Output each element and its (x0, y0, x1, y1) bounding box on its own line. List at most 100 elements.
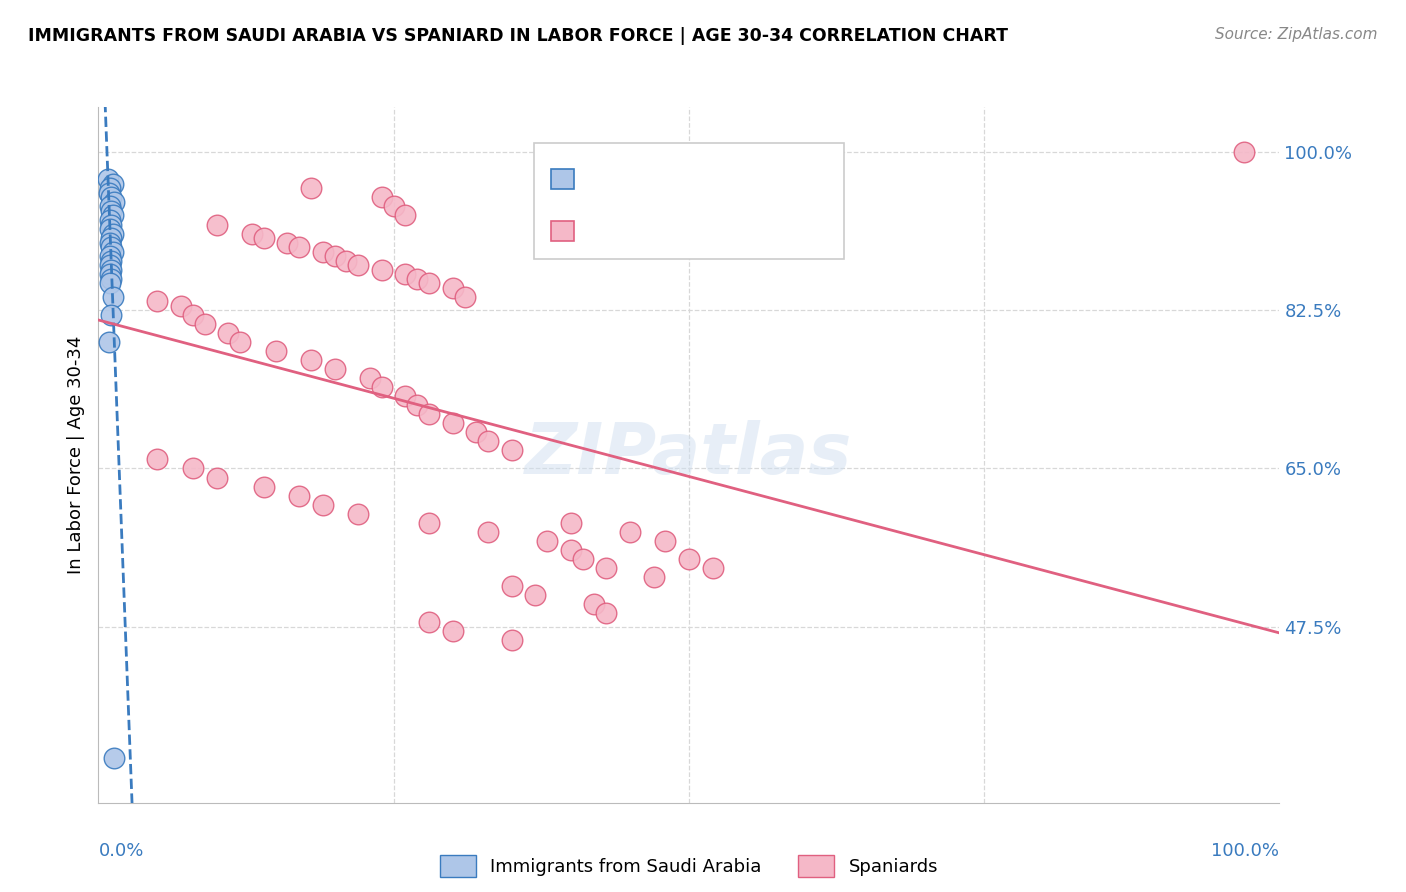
Point (702, 561, 724, 575)
Point (146, 452, 169, 467)
Text: Source: ZipAtlas.com: Source: ZipAtlas.com (1215, 27, 1378, 42)
Point (100, 271, 122, 285)
Point (101, 177, 124, 191)
Point (1233, 145, 1256, 160)
Point (418, 516, 440, 530)
Point (240, 227, 263, 241)
Point (98, 186, 121, 200)
Text: 100.0%: 100.0% (1212, 842, 1279, 860)
Point (253, 231, 276, 245)
Point (98, 199, 121, 213)
Y-axis label: In Labor Force | Age 30-34: In Labor Force | Age 30-34 (66, 335, 84, 574)
Point (453, 290, 475, 304)
Point (181, 461, 204, 475)
Point (100, 253, 122, 268)
Point (288, 240, 311, 254)
Point (312, 498, 335, 512)
Point (98, 222, 121, 236)
Point (501, 443, 523, 458)
Point (347, 507, 370, 521)
Point (654, 533, 676, 548)
Point (264, 344, 287, 359)
Point (418, 615, 440, 629)
Point (100, 190, 122, 204)
Point (100, 203, 122, 218)
Point (101, 227, 124, 241)
Point (98, 249, 121, 263)
Point (335, 253, 357, 268)
Point (477, 434, 499, 449)
Point (643, 570, 665, 584)
Point (100, 218, 122, 232)
Point (323, 362, 346, 376)
Point (382, 199, 405, 213)
Text: R = 0.222   N = 65: R = 0.222 N = 65 (591, 218, 792, 237)
Point (560, 516, 582, 530)
Text: R = 0.337   N = 28: R = 0.337 N = 28 (591, 166, 790, 185)
Point (441, 624, 464, 639)
Point (194, 317, 217, 331)
Point (477, 524, 499, 539)
Point (571, 551, 593, 566)
Point (595, 561, 617, 575)
Point (560, 542, 582, 557)
Point (100, 308, 122, 322)
Point (406, 398, 429, 412)
Point (100, 262, 122, 277)
Text: IMMIGRANTS FROM SAUDI ARABIA VS SPANIARD IN LABOR FORCE | AGE 30-34 CORRELATION : IMMIGRANTS FROM SAUDI ARABIA VS SPANIARD… (28, 27, 1008, 45)
Point (583, 597, 606, 611)
Point (146, 294, 169, 309)
Point (181, 308, 204, 322)
Point (312, 244, 335, 259)
Point (678, 551, 700, 566)
Point (394, 389, 416, 403)
Point (299, 181, 322, 195)
Point (98, 213, 121, 227)
Point (205, 470, 228, 484)
Point (100, 240, 122, 254)
Point (170, 299, 193, 313)
Point (323, 249, 346, 263)
Text: 0.0%: 0.0% (98, 842, 143, 860)
Point (98, 334, 121, 349)
Point (103, 750, 125, 764)
Point (98, 181, 121, 195)
Point (100, 231, 122, 245)
Point (98, 277, 121, 291)
Point (406, 271, 429, 285)
Point (595, 606, 617, 620)
Point (536, 533, 558, 548)
Point (418, 277, 440, 291)
Point (288, 489, 311, 503)
Point (98, 235, 121, 250)
Point (371, 380, 394, 394)
Point (98, 258, 121, 272)
Point (441, 417, 464, 431)
Point (101, 209, 124, 223)
Point (205, 218, 228, 232)
Legend: Immigrants from Saudi Arabia, Spaniards: Immigrants from Saudi Arabia, Spaniards (440, 855, 938, 877)
Text: ZIPatlas: ZIPatlas (526, 420, 852, 490)
Point (394, 209, 416, 223)
Point (229, 334, 252, 349)
Point (103, 194, 125, 209)
Point (441, 281, 464, 295)
Point (371, 262, 394, 277)
Point (101, 244, 124, 259)
Point (101, 290, 124, 304)
Point (217, 326, 239, 340)
Point (619, 524, 641, 539)
Point (253, 479, 276, 493)
Point (501, 579, 523, 593)
Point (371, 190, 394, 204)
Point (97, 172, 120, 186)
Point (394, 267, 416, 281)
Point (347, 258, 370, 272)
Point (418, 407, 440, 421)
Point (98, 267, 121, 281)
Point (299, 353, 322, 368)
Point (276, 235, 298, 250)
Point (501, 633, 523, 648)
Point (465, 425, 488, 440)
Point (524, 588, 547, 602)
